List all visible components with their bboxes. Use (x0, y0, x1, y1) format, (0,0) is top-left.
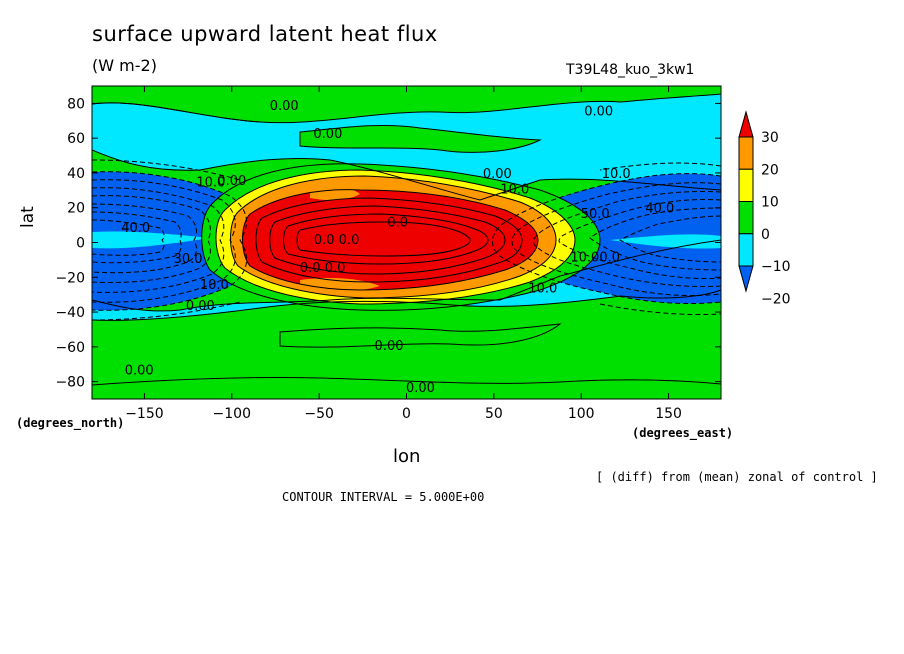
axes: −150 −100 −50 0 50 100 150 −80 −60 −40 −20 0 20 40 60 8… (55, 86, 721, 422)
contour-label: 10.0 (200, 278, 229, 293)
y-tick-label: −60 (55, 340, 85, 356)
y-tick-label: 40 (67, 166, 85, 182)
contour-label: 30.0 (174, 252, 203, 267)
x-tick-label: 50 (485, 406, 503, 422)
contour-label: 0.0 0.0 (314, 233, 359, 248)
colorbar-label: −20 (761, 291, 791, 307)
cyan-equator-west (92, 231, 210, 249)
x-tick-label: −150 (125, 406, 163, 422)
colorbar-label: 20 (761, 162, 779, 178)
contour-label: 10.0 (602, 167, 631, 182)
y-tick-label: 20 (67, 201, 85, 217)
colorbar-label: −10 (761, 259, 791, 275)
x-axis-label: lon (393, 446, 421, 467)
colorbar-extend-bottom (738, 265, 754, 293)
contour-label: 0.00 (217, 174, 246, 189)
y-tick-label: 60 (67, 131, 85, 147)
colorbar-label: 10 (761, 195, 779, 211)
contour-label: 40.0 (121, 221, 150, 236)
red-region (242, 189, 538, 290)
colorbar-segment (738, 233, 754, 267)
contour-label: 0.00 (270, 99, 299, 114)
contour-label: 0.0 (387, 216, 408, 231)
contour-label: 0.00 (584, 104, 613, 119)
contour-interval: CONTOUR INTERVAL = 5.000E+00 (282, 490, 485, 504)
y-tick-label: 0 (76, 236, 85, 252)
colorbar-label: 30 (761, 130, 779, 146)
negative-contours (92, 159, 721, 321)
x-axis-units: (degrees_east) (632, 426, 734, 440)
contour-label: 0.0 0.0 (300, 261, 345, 276)
chart-units: (W m-2) (92, 56, 157, 75)
colorbar-segment (738, 168, 754, 202)
contour-label: 10.00.0 (570, 250, 620, 265)
y-tick-label: −80 (55, 375, 85, 391)
diff-note: [ (diff) from (mean) zonal of control ] (596, 470, 878, 484)
contour-label: 40.0 (645, 202, 674, 217)
contour-label: 0.00 (406, 381, 435, 396)
x-tick-label: −50 (304, 406, 334, 422)
contour-labels: 0.000.000.000.0010.010.010.00.0040.030.0… (121, 99, 674, 396)
y-tick-label: 80 (67, 96, 85, 112)
y-tick-label: −40 (55, 305, 85, 321)
contour-label: 10.0 (196, 176, 225, 191)
contour-label: 50.0 (581, 207, 610, 222)
contour-label: 0.00 (313, 127, 342, 142)
run-label: T39L48_kuo_3kw1 (566, 62, 695, 78)
colorbar-label: 0 (761, 227, 770, 243)
contour-label: 0.00 (375, 339, 404, 354)
contour-label: 0.00 (483, 167, 512, 182)
cyan-region-south (92, 240, 721, 321)
colorbar-extend-top (738, 110, 754, 138)
colorbar-segment (738, 201, 754, 235)
contour-label: 10.0 (500, 183, 529, 198)
contour-label: 0.00 (125, 363, 154, 378)
colorbar: 30 20 10 0 −10 −20 (738, 110, 791, 307)
contour-lines (92, 93, 721, 386)
y-axis-units: (degrees_north) (16, 416, 125, 430)
contour-label: 0.00 (186, 299, 215, 314)
green-patch-north (300, 125, 540, 153)
x-tick-label: 0 (402, 406, 411, 422)
y-axis-label: lat (18, 206, 38, 228)
contour-label: 10.0 (528, 282, 557, 297)
x-tick-label: 100 (568, 406, 595, 422)
green-patch-south (280, 324, 560, 348)
y-tick-label: −20 (55, 270, 85, 286)
chart-title: surface upward latent heat flux (92, 22, 438, 46)
colorbar-segment (738, 136, 754, 170)
x-tick-label: −100 (213, 406, 251, 422)
contour-field (92, 86, 721, 399)
cyan-equator-east (610, 234, 721, 249)
x-tick-label: 150 (655, 406, 682, 422)
